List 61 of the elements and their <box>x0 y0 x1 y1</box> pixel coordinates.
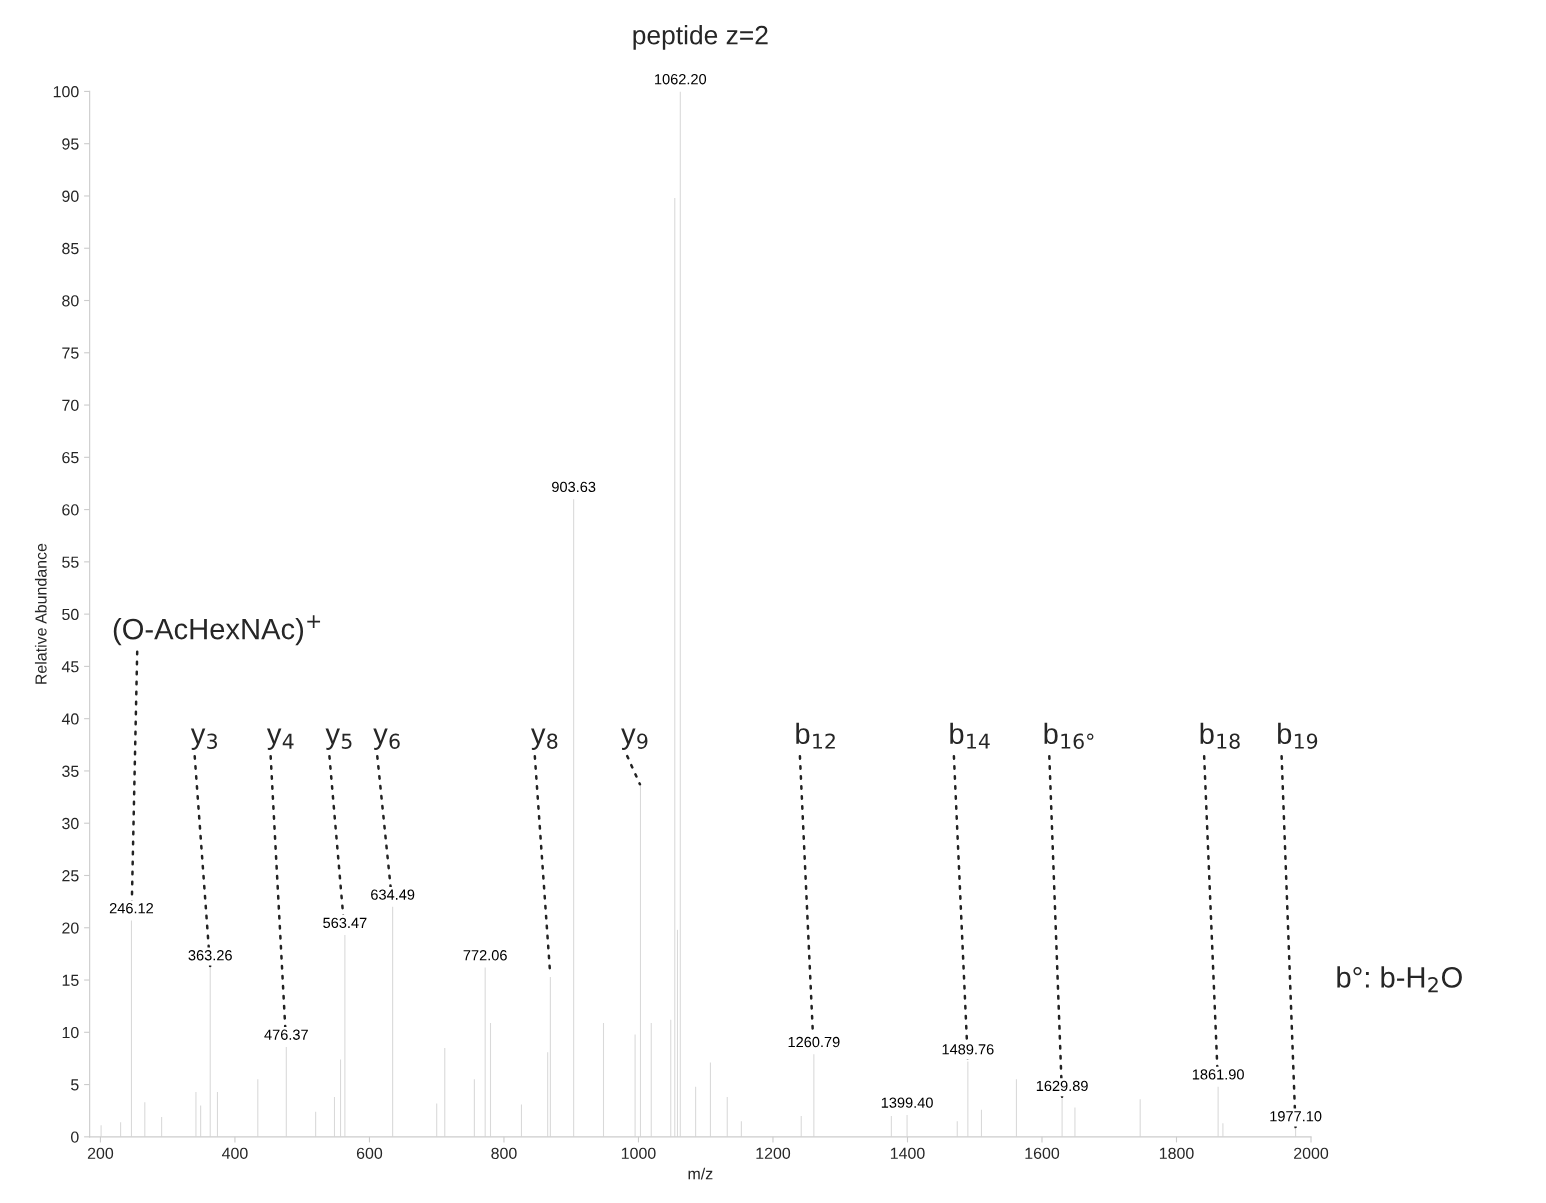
y-tick-label: 90 <box>62 190 79 202</box>
x-tick-label: 1400 <box>890 1147 925 1159</box>
y-tick-label: 35 <box>62 765 79 777</box>
y-tick-label: 45 <box>61 661 79 673</box>
annotation: y$_{5}$ <box>325 728 352 750</box>
annotation: 772.06 <box>463 950 507 961</box>
y-axis-title: Relative Abundance <box>34 543 47 684</box>
x-tick-label: 1600 <box>1025 1147 1060 1159</box>
y-tick-label: 20 <box>62 922 79 934</box>
annotation: 1629.89 <box>1036 1080 1088 1092</box>
annotation: y$_{3}$ <box>190 728 217 750</box>
annotation: y$_{9}$ <box>621 728 648 750</box>
x-tick-label: 200 <box>87 1147 114 1159</box>
y-tick-label: 65 <box>62 451 79 464</box>
x-tick-label: 1000 <box>621 1147 656 1159</box>
annotation: 1399.40 <box>881 1097 933 1108</box>
annotation: 903.63 <box>552 481 596 493</box>
annotation: 1977.10 <box>1270 1111 1322 1122</box>
y-tick-label: 0 <box>70 1131 79 1143</box>
annotation: y$_{6}$ <box>373 728 400 750</box>
annotation: b$_{14}$ <box>950 722 990 749</box>
annotation: y$_{8}$ <box>530 728 558 750</box>
annotation: 1260.79 <box>788 1036 840 1048</box>
x-tick-label: 1800 <box>1159 1147 1194 1159</box>
x-axis-title: m/z <box>688 1167 713 1180</box>
annotation: 1861.90 <box>1192 1069 1244 1080</box>
y-tick-label: 15 <box>62 974 79 986</box>
x-tick-label: 400 <box>221 1147 248 1159</box>
annotation: b$_{18}$ <box>1200 722 1240 749</box>
annotation: 1489.76 <box>942 1044 994 1055</box>
annotation: 634.49 <box>371 889 415 900</box>
y-tick-label: 70 <box>62 399 79 411</box>
y-tick-label: 50 <box>62 608 79 621</box>
annotation: b$_{16°}$ <box>1044 722 1094 749</box>
x-tick-label: 2000 <box>1294 1147 1329 1159</box>
y-tick-label: 100 <box>53 86 79 98</box>
x-tick-label: 1200 <box>756 1147 791 1159</box>
annotation: y$_{4}$ <box>266 728 294 750</box>
annotation: 363.26 <box>188 950 232 961</box>
annotation: 563.47 <box>323 917 367 929</box>
annotation: b$_{12}$ <box>796 722 835 749</box>
y-tick-label: 5 <box>71 1079 79 1091</box>
annotation: 1062.20 <box>655 74 707 85</box>
y-tick-label: 25 <box>62 870 79 882</box>
y-tick-label: 60 <box>62 504 79 516</box>
y-tick-label: 75 <box>62 347 79 359</box>
chart-title: peptide z=2 <box>633 25 768 50</box>
text: b°: b-H$_{2}$O <box>1337 966 1462 993</box>
y-tick-label: 30 <box>62 817 79 830</box>
y-tick-label: 55 <box>62 556 79 568</box>
annotation: 246.12 <box>109 903 154 914</box>
y-tick-label: 10 <box>62 1026 79 1039</box>
y-tick-label: 80 <box>62 295 79 307</box>
x-tick-label: 800 <box>491 1147 517 1159</box>
annotation: 476.37 <box>264 1029 308 1040</box>
y-tick-label: 40 <box>61 713 79 725</box>
y-tick-label: 85 <box>62 242 79 255</box>
x-tick-label: 600 <box>356 1147 383 1159</box>
annotation: b$_{19}$ <box>1278 722 1318 749</box>
annotation: (O-AcHexNAc)$^{+}$ <box>113 615 321 646</box>
y-tick-label: 95 <box>62 138 79 150</box>
